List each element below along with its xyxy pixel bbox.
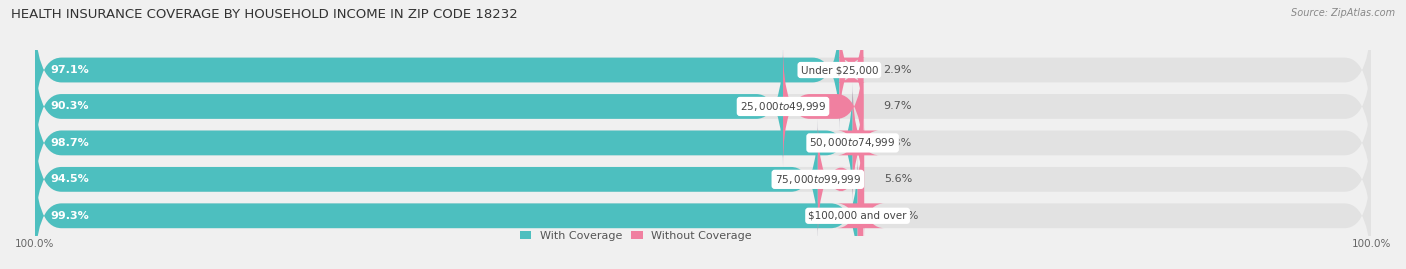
FancyBboxPatch shape bbox=[35, 46, 1371, 167]
Text: HEALTH INSURANCE COVERAGE BY HOUSEHOLD INCOME IN ZIP CODE 18232: HEALTH INSURANCE COVERAGE BY HOUSEHOLD I… bbox=[11, 8, 517, 21]
Text: 99.3%: 99.3% bbox=[51, 211, 90, 221]
Text: $50,000 to $74,999: $50,000 to $74,999 bbox=[810, 136, 896, 149]
FancyBboxPatch shape bbox=[837, 82, 879, 203]
Text: 9.7%: 9.7% bbox=[883, 101, 912, 111]
Text: 2.9%: 2.9% bbox=[883, 65, 912, 75]
FancyBboxPatch shape bbox=[783, 46, 863, 167]
Text: 0.69%: 0.69% bbox=[883, 211, 918, 221]
Text: Under $25,000: Under $25,000 bbox=[800, 65, 879, 75]
FancyBboxPatch shape bbox=[35, 155, 1371, 269]
Text: Source: ZipAtlas.com: Source: ZipAtlas.com bbox=[1291, 8, 1395, 18]
Text: 98.7%: 98.7% bbox=[51, 138, 90, 148]
FancyBboxPatch shape bbox=[818, 119, 865, 240]
FancyBboxPatch shape bbox=[35, 82, 1371, 203]
FancyBboxPatch shape bbox=[35, 46, 783, 167]
Text: $75,000 to $99,999: $75,000 to $99,999 bbox=[775, 173, 860, 186]
Text: 5.6%: 5.6% bbox=[884, 174, 912, 184]
Legend: With Coverage, Without Coverage: With Coverage, Without Coverage bbox=[516, 226, 756, 245]
FancyBboxPatch shape bbox=[837, 9, 866, 130]
Text: 90.3%: 90.3% bbox=[51, 101, 89, 111]
Text: 94.5%: 94.5% bbox=[51, 174, 90, 184]
Text: $25,000 to $49,999: $25,000 to $49,999 bbox=[740, 100, 827, 113]
FancyBboxPatch shape bbox=[35, 119, 818, 240]
Text: $100,000 and over: $100,000 and over bbox=[808, 211, 907, 221]
Text: 97.1%: 97.1% bbox=[51, 65, 90, 75]
FancyBboxPatch shape bbox=[35, 9, 1371, 130]
FancyBboxPatch shape bbox=[837, 155, 884, 269]
FancyBboxPatch shape bbox=[35, 155, 858, 269]
FancyBboxPatch shape bbox=[35, 9, 839, 130]
FancyBboxPatch shape bbox=[35, 82, 852, 203]
FancyBboxPatch shape bbox=[35, 119, 1371, 240]
Text: 1.3%: 1.3% bbox=[883, 138, 911, 148]
